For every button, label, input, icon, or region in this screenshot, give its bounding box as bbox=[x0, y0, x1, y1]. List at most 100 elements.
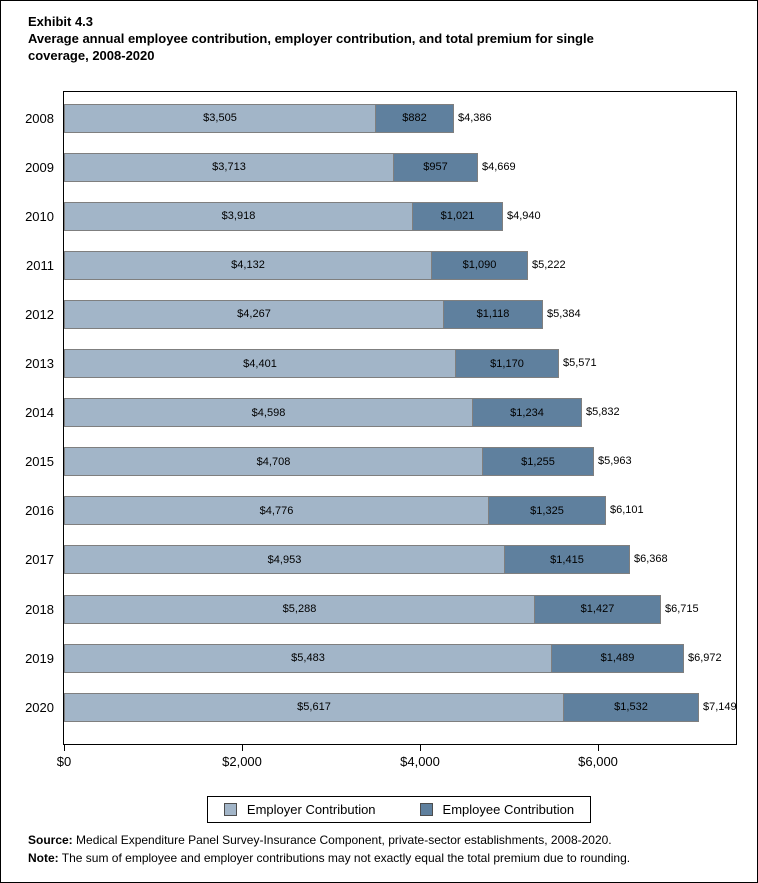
y-axis-label-2009: 2009 bbox=[25, 159, 54, 175]
total-premium-label: $6,101 bbox=[610, 504, 644, 517]
employer-segment: $4,598 bbox=[64, 398, 473, 428]
bar-row-2018: $5,288 $1,427 $6,715 bbox=[64, 594, 699, 624]
total-premium-label: $4,386 bbox=[458, 111, 492, 124]
bar-row-2016: $4,776 $1,325 $6,101 bbox=[64, 496, 644, 526]
employer-segment: $4,953 bbox=[64, 545, 505, 575]
employee-value-label: $1,489 bbox=[600, 652, 635, 665]
total-premium-label: $4,940 bbox=[507, 209, 541, 222]
employee-segment: $1,489 bbox=[551, 643, 684, 673]
employer-value-label: $4,776 bbox=[259, 504, 294, 517]
bar-row-2015: $4,708 $1,255 $5,963 bbox=[64, 447, 632, 477]
x-axis-tick bbox=[420, 745, 422, 751]
employee-segment: $1,255 bbox=[482, 447, 594, 477]
employee-value-label: $1,021 bbox=[440, 210, 475, 223]
employee-segment: $1,415 bbox=[504, 545, 630, 575]
bar-row-2014: $4,598 $1,234 $5,832 bbox=[64, 398, 620, 428]
legend-row: Employer Contribution Employee Contribut… bbox=[63, 796, 735, 823]
y-axis-label-2013: 2013 bbox=[25, 356, 54, 371]
note-text: The sum of employee and employer contrib… bbox=[58, 850, 631, 865]
source-text: Medical Expenditure Panel Survey-Insuran… bbox=[72, 833, 612, 847]
bar-row-2008: $3,505 $882 $4,386 bbox=[64, 103, 492, 133]
employer-value-label: $4,708 bbox=[256, 455, 291, 468]
chart-legend: Employer Contribution Employee Contribut… bbox=[206, 796, 592, 823]
employer-value-label: $4,267 bbox=[237, 308, 271, 321]
exhibit-number: Exhibit 4.3 bbox=[28, 14, 94, 29]
employer-value-label: $3,713 bbox=[212, 161, 246, 174]
x-axis-tick-label: $0 bbox=[56, 754, 72, 769]
x-axis-tick bbox=[64, 745, 65, 751]
total-premium-label: $5,384 bbox=[547, 307, 581, 320]
note-line: Note: The sum of employee and employer c… bbox=[28, 850, 737, 868]
footer-notes: Source: Medical Expenditure Panel Survey… bbox=[28, 832, 737, 867]
x-axis-tick bbox=[242, 745, 243, 751]
employer-segment: $4,708 bbox=[64, 447, 483, 477]
employee-segment: $1,234 bbox=[472, 398, 582, 428]
employee-segment: $1,021 bbox=[412, 201, 503, 231]
bar-row-2013: $4,401 $1,170 $5,571 bbox=[64, 349, 597, 378]
employer-segment: $4,401 bbox=[64, 349, 456, 378]
employer-segment: $3,918 bbox=[64, 201, 413, 231]
employer-segment: $3,505 bbox=[64, 103, 376, 133]
employer-value-label: $4,132 bbox=[231, 259, 265, 272]
y-axis-label-2015: 2015 bbox=[25, 454, 54, 470]
x-axis-tick-label: $6,000 bbox=[578, 754, 618, 769]
total-premium-label: $7,149 bbox=[703, 700, 737, 713]
employee-value-label: $1,532 bbox=[614, 701, 648, 714]
y-axis-label-2014: 2014 bbox=[25, 405, 54, 421]
employer-value-label: $3,505 bbox=[203, 112, 237, 124]
chart-area: $3,505 $882 $4,386 $3,713 $957 $4,669 $3,918 $1… bbox=[1, 91, 757, 791]
employee-contribution-label: Employee Contribution bbox=[442, 802, 575, 817]
total-premium-label: $5,832 bbox=[586, 406, 620, 419]
x-axis-tick-label: $2,000 bbox=[222, 754, 262, 769]
employer-segment: $4,267 bbox=[64, 299, 444, 329]
employee-value-label: $957 bbox=[423, 161, 448, 174]
employee-value-label: $882 bbox=[402, 112, 427, 124]
chart-title: Average annual employee contribution, em… bbox=[28, 31, 594, 63]
bar-row-2011: $4,132 $1,090 $5,222 bbox=[64, 250, 566, 280]
y-axis-label-2018: 2018 bbox=[25, 601, 54, 617]
bar-row-2020: $5,617 $1,532 $7,149 bbox=[64, 692, 737, 722]
source-label: Source: bbox=[28, 833, 73, 847]
y-axis-label-2012: 2012 bbox=[25, 306, 54, 322]
employer-value-label: $5,617 bbox=[297, 701, 331, 714]
x-axis-tick bbox=[598, 745, 600, 751]
employer-value-label: $3,918 bbox=[221, 210, 256, 223]
total-premium-label: $5,571 bbox=[563, 357, 597, 369]
employee-value-label: $1,325 bbox=[530, 504, 564, 517]
employee-value-label: $1,427 bbox=[580, 603, 615, 615]
x-axis-tick-label: $4,000 bbox=[400, 754, 440, 769]
employee-segment: $1,090 bbox=[431, 250, 528, 280]
total-premium-label: $6,368 bbox=[634, 553, 668, 566]
legend-item-employee: Employee Contribution bbox=[419, 802, 575, 817]
employer-value-label: $4,598 bbox=[251, 406, 286, 419]
y-axis-label-2016: 2016 bbox=[25, 503, 54, 519]
employee-value-label: $1,118 bbox=[476, 308, 510, 321]
employee-segment: $882 bbox=[375, 103, 454, 133]
employer-value-label: $4,401 bbox=[243, 357, 277, 370]
bar-row-2009: $3,713 $957 $4,669 bbox=[64, 152, 516, 182]
employee-segment: $1,118 bbox=[443, 299, 543, 329]
total-premium-label: $5,963 bbox=[598, 455, 632, 468]
y-axis-label-2020: 2020 bbox=[25, 699, 54, 715]
employee-value-label: $1,255 bbox=[521, 455, 555, 468]
employee-segment: $1,170 bbox=[455, 349, 559, 378]
employer-segment: $5,483 bbox=[64, 643, 552, 673]
y-axis-label-2010: 2010 bbox=[25, 208, 54, 224]
employee-segment: $1,427 bbox=[534, 594, 661, 624]
employee-segment: $1,325 bbox=[488, 496, 606, 526]
title-block: Exhibit 4.3 Average annual employee cont… bbox=[28, 13, 737, 64]
employee-segment: $1,532 bbox=[563, 692, 699, 722]
legend-item-employer: Employer Contribution bbox=[223, 802, 376, 817]
employee-segment: $957 bbox=[393, 152, 478, 182]
y-axis-label-2011: 2011 bbox=[26, 257, 54, 273]
employer-segment: $5,617 bbox=[64, 692, 564, 722]
y-axis-label-2008: 2008 bbox=[25, 110, 54, 126]
employer-segment: $4,132 bbox=[64, 250, 432, 280]
employee-value-label: $1,234 bbox=[510, 406, 544, 419]
total-premium-label: $6,972 bbox=[688, 651, 722, 664]
total-premium-label: $6,715 bbox=[665, 602, 699, 615]
y-axis-label-2017: 2017 bbox=[25, 552, 54, 568]
employer-contribution-swatch bbox=[223, 803, 237, 816]
employer-value-label: $5,288 bbox=[282, 603, 317, 615]
